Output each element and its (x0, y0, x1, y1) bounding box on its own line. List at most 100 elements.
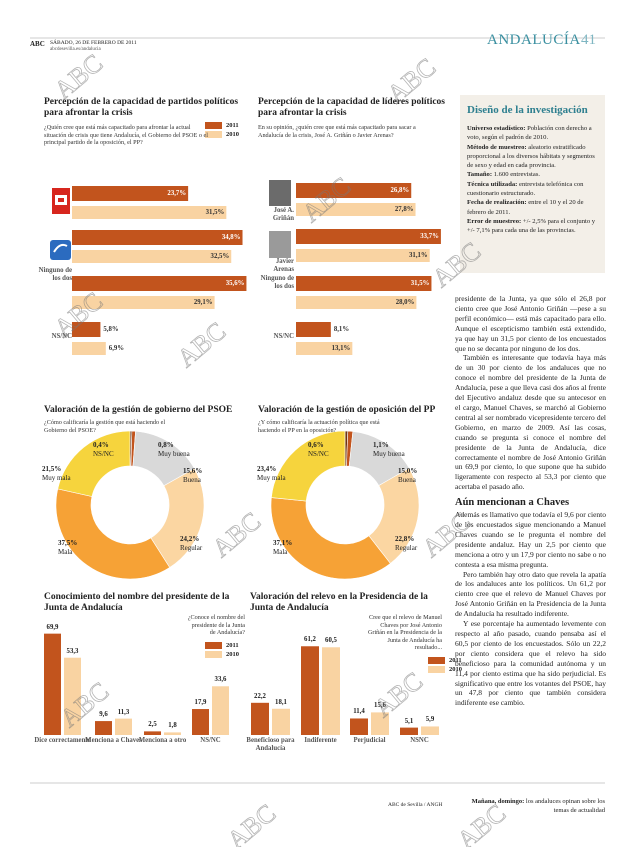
donut-slice (271, 430, 346, 502)
sidebar-item: Técnica utilizada: entrevista telefónica… (467, 180, 598, 199)
item-text: 1.600 entrevistas. (493, 171, 541, 179)
legend-label: 2011 (449, 657, 462, 664)
bar (95, 721, 112, 735)
legend-label: 2010 (226, 131, 239, 138)
paragraph: Pero también hay otro dato que revela la… (455, 569, 606, 619)
pp-logo (50, 240, 71, 260)
value-label: 23,7% (167, 189, 187, 197)
next-label: Mañana, domingo: (471, 798, 525, 805)
value-label: 35,6% (225, 279, 245, 287)
value-label: 34,8% (221, 233, 241, 241)
photo-grinan (269, 180, 291, 206)
value-label: 5,8% (103, 325, 119, 333)
header-date: SÁBADO, 26 DE FEBRERO DE 2011 (50, 40, 137, 46)
bar (296, 322, 331, 337)
value-label: 33,6 (214, 676, 227, 684)
value-label: 11,3 (117, 708, 130, 716)
bar (164, 732, 181, 735)
bar (64, 657, 81, 735)
value-label: 27,8% (394, 205, 414, 213)
category-label: Ninguno de los dos (260, 275, 294, 290)
value-label: 28,0% (395, 298, 415, 306)
value-label: 9,6 (99, 711, 108, 719)
chart-question: ¿Cómo calificaría la gestión que está ha… (44, 419, 166, 434)
donut-slice (57, 430, 131, 497)
bar (296, 276, 432, 291)
header-section: ABC (30, 40, 45, 48)
chart-title: Percepción de la capacidad de partidos p… (44, 97, 239, 118)
legend-swatch (205, 651, 222, 658)
value-label: 23,4% (257, 465, 277, 473)
category-label: NS/NC (200, 737, 221, 744)
next-issue: Mañana, domingo: los andaluces opinan so… (455, 797, 605, 815)
paragraph: presidente de la Junta, ya que sólo el 2… (455, 294, 606, 353)
chart-question: ¿Conoce el nombre del presidente de la J… (187, 614, 245, 636)
bar (72, 296, 215, 309)
legend-label: 2010 (226, 651, 239, 658)
bar (212, 686, 229, 735)
value-label: 60,5 (325, 637, 337, 645)
value-label: 31,1% (409, 251, 428, 259)
bar (400, 727, 418, 735)
sidebar-item: Método de muestreo: aleatorio estratific… (467, 143, 598, 171)
bar (251, 702, 269, 735)
category-label: NS/NC (308, 450, 329, 458)
bar (296, 249, 430, 262)
bar (192, 709, 209, 735)
value-label: 8,1% (333, 325, 350, 333)
chart-question: ¿Y cómo calificaría la actuación polític… (258, 419, 380, 434)
bar (421, 726, 439, 735)
value-label: 29,1% (193, 298, 213, 306)
category-label: NS/NC (51, 333, 72, 340)
category-label: Javier Arenas (273, 258, 294, 273)
legend-label: 2010 (449, 666, 462, 673)
category-label: NS/NC (273, 333, 294, 340)
legend-swatch (428, 657, 445, 664)
bar (72, 276, 247, 291)
bar (322, 647, 340, 735)
value-label: 21,5% (42, 465, 62, 473)
value-label: 22,2 (254, 692, 266, 700)
value-label: 0,8% (158, 441, 174, 449)
bar (144, 731, 161, 735)
category-label: Regular (180, 544, 203, 552)
chart-question: Cree que el relevo de Manuel Chaves por … (367, 614, 442, 651)
value-label: 32,5% (210, 252, 230, 260)
legend-swatch (205, 122, 222, 129)
bar (72, 342, 106, 355)
header-url: abcdesevilla.es/andalucia (50, 47, 101, 52)
bar (350, 718, 368, 735)
value-label: 13,1% (331, 344, 351, 352)
value-label: 1,1% (373, 441, 389, 449)
sidebar-item: Tamaño: 1.600 entrevistas. (467, 170, 598, 179)
value-label: 15,0% (398, 467, 418, 475)
item-text: entrevista telefónica con cuestionario e… (467, 180, 584, 198)
category-label: Muy buena (158, 450, 190, 458)
item-label: Tamaño: (467, 171, 493, 179)
category-label: Menciona a Chaves (85, 737, 142, 744)
category-label: Muy mala (257, 474, 286, 482)
donut-slice (55, 488, 171, 580)
chart-title: Valoración de la gestión de oposición de… (258, 405, 436, 415)
category-label: Beneficioso para Andalucía (246, 737, 295, 752)
value-label: 37,1% (273, 539, 293, 547)
legend-label: 2011 (226, 642, 239, 649)
category-label: Mala (58, 548, 73, 556)
subheading: Aún mencionan a Chaves (455, 497, 570, 509)
category-label: Mala (273, 548, 288, 556)
value-label: 11,4 (353, 708, 365, 716)
bar (72, 322, 101, 337)
sidebar-item: Universo estadístico: Población con dere… (467, 124, 598, 143)
value-label: 15,6% (183, 467, 203, 475)
value-label: 22,8% (395, 535, 415, 543)
bar (296, 342, 353, 355)
category-label: Ninguno de los dos (38, 267, 72, 282)
sidebar-item: Fecha de realización: entre el 10 y el 2… (467, 198, 598, 217)
value-label: 0,6% (308, 441, 324, 449)
category-label: Muy buena (373, 450, 405, 458)
value-label: 24,2% (180, 535, 200, 543)
category-label: Buena (183, 476, 201, 484)
item-text: Población con derecho a voto, según el p… (467, 125, 592, 142)
chart-question: ¿Quién cree que está más capacitado para… (44, 124, 208, 146)
value-label: 31,5% (410, 279, 430, 287)
